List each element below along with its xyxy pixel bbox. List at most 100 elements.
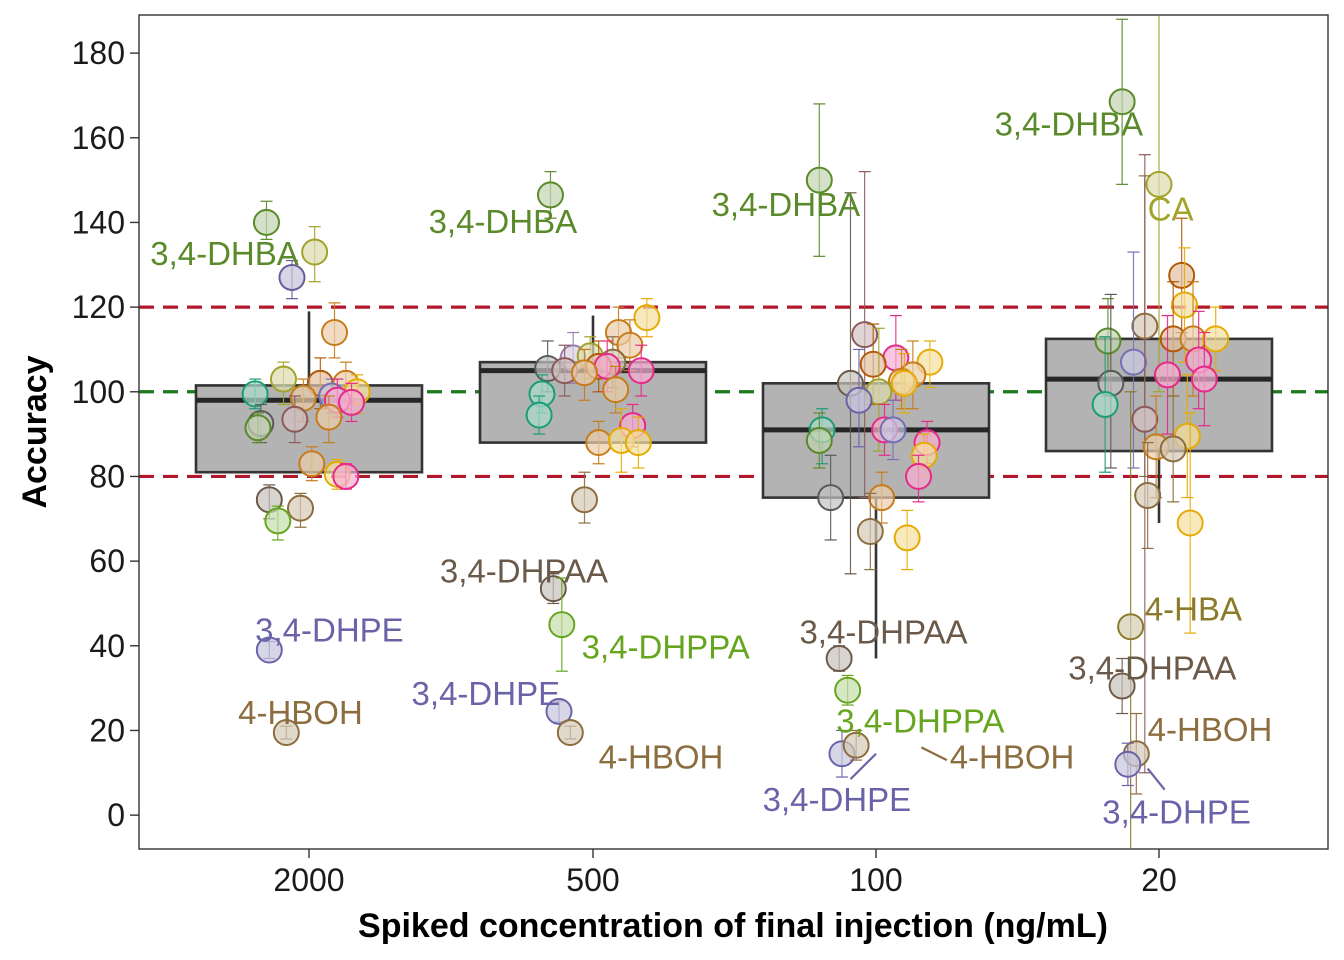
annotation-label: CA [1148, 190, 1194, 227]
y-tick-label: 0 [107, 797, 125, 833]
y-axis-title: Accuracy [16, 355, 54, 508]
point-marker-ring [805, 166, 833, 194]
boxes [194, 311, 1274, 659]
point-marker-highlight [1110, 90, 1134, 114]
point-marker-highlight [847, 388, 871, 412]
annotation-label: 3,4-DHPPA [582, 628, 750, 665]
annotation-label: 3,4-DHPE [763, 781, 912, 818]
data-point [1154, 314, 1181, 435]
point-marker-ring [633, 304, 661, 332]
point-marker-ring [1154, 361, 1181, 389]
data-point [825, 645, 853, 672]
point-marker-ring [255, 636, 283, 664]
data-point [616, 319, 644, 372]
point-marker-ring [624, 429, 652, 456]
y-tick-label: 60 [89, 543, 125, 579]
data-point [627, 344, 655, 397]
point-marker-highlight [538, 183, 562, 207]
annotation-label: 4-HBOH [1148, 711, 1273, 748]
point-marker-highlight [907, 464, 931, 488]
data-point [571, 348, 598, 401]
point-marker-ring [548, 611, 576, 639]
point-marker-ring [893, 524, 921, 552]
point-marker-highlight [635, 306, 659, 330]
annotation-leader-line [849, 752, 877, 780]
point-marker-ring [571, 486, 598, 514]
data-point [272, 719, 300, 746]
data-point [842, 729, 870, 761]
data-point [551, 344, 579, 397]
data-point [278, 259, 306, 300]
point-marker-highlight [1170, 263, 1194, 287]
data-point [545, 698, 573, 725]
point-marker-highlight [303, 240, 327, 264]
point-marker-highlight [334, 464, 358, 488]
point-marker-highlight [243, 382, 267, 406]
data-point [537, 171, 564, 219]
point-marker-ring [1190, 365, 1218, 393]
annotation-leader-line [1146, 767, 1166, 791]
annotation-label: 3,4-DHBA [150, 235, 299, 272]
data-point [525, 395, 553, 435]
point-marker-highlight [246, 416, 270, 440]
data-point [893, 509, 921, 571]
data-point [602, 365, 630, 414]
point-marker-ring [270, 365, 297, 393]
point-marker-ring [1114, 750, 1142, 778]
point-marker-ring [1117, 613, 1145, 641]
point-marker-highlight [587, 431, 611, 455]
annotation-label: 3,4-DHPAA [440, 552, 608, 589]
data-point [332, 463, 360, 490]
point-marker-ring [1145, 170, 1173, 198]
point-marker-ring [879, 416, 907, 444]
data-point [298, 446, 326, 482]
point-marker-ring [281, 405, 309, 433]
point-marker-ring [321, 319, 348, 346]
point-marker-ring [859, 350, 887, 378]
y-tick-label: 120 [72, 289, 125, 325]
point-marker-ring [298, 450, 326, 478]
point-marker-highlight [572, 361, 596, 385]
data-point [1176, 412, 1204, 634]
data-point [253, 200, 280, 240]
y-tick-label: 40 [89, 628, 125, 664]
point-marker-ring [241, 380, 269, 408]
point-marker-ring [805, 427, 833, 454]
data-point [315, 395, 343, 444]
annotation-label: 4-HBOH [950, 739, 1075, 776]
point-marker-ring [301, 238, 329, 266]
point-marker-highlight [853, 323, 877, 347]
leader-lines [849, 746, 1166, 791]
data-point [1114, 742, 1142, 787]
point-marker-highlight [1093, 392, 1117, 416]
point-marker-highlight [1161, 437, 1185, 461]
point-marker-ring [817, 484, 845, 512]
point-marker-ring [834, 676, 862, 704]
point-marker-ring [905, 463, 932, 490]
data-point [633, 298, 661, 338]
point-marker-highlight [291, 386, 315, 410]
point-marker-ring [545, 698, 573, 725]
point-marker-ring [332, 463, 360, 490]
data-point [1117, 391, 1145, 848]
data-point [1091, 336, 1119, 473]
point-marker-ring [585, 429, 613, 456]
x-axis: 2000 500 100 20 [273, 849, 1177, 898]
data-point [905, 454, 932, 503]
point-marker-highlight [881, 418, 905, 442]
point-marker-highlight [317, 405, 341, 429]
data-point [321, 302, 348, 359]
annotation-label: 3,4-DHBA [429, 203, 578, 240]
point-marker-ring [1108, 672, 1136, 700]
point-marker-highlight [558, 721, 582, 745]
point-marker-highlight [1121, 350, 1145, 374]
data-point [548, 577, 576, 672]
data-point [539, 573, 567, 605]
point-marker-highlight [340, 390, 364, 414]
y-tick-label: 20 [89, 712, 125, 748]
point-marker-ring [851, 321, 879, 349]
point-marker-highlight [1178, 511, 1202, 535]
point-marker-highlight [1147, 172, 1171, 196]
annotation-label: 3,4-DHPPA [836, 703, 1004, 740]
point-marker-ring [539, 575, 567, 603]
